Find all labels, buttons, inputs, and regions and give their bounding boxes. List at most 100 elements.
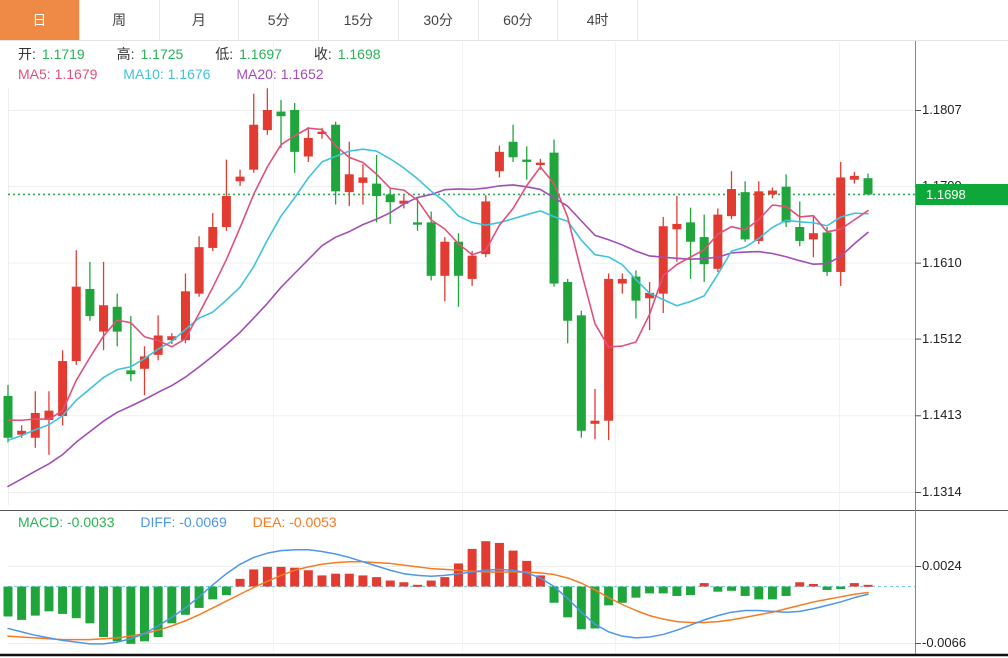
macd-bar <box>535 575 545 587</box>
dea-value: DEA: -0.0053 <box>252 514 337 530</box>
macd-bar <box>208 586 218 600</box>
tab-月[interactable]: 月 <box>159 0 240 40</box>
candle-body <box>535 162 545 166</box>
macd-bar <box>467 548 477 587</box>
macd-bar <box>303 570 313 587</box>
candle-body <box>494 151 504 172</box>
macd-bar <box>699 583 709 587</box>
macd-bar <box>508 550 518 587</box>
macd-bar <box>44 586 54 612</box>
price-tick-label: 1.1314 <box>922 484 962 499</box>
tab-周[interactable]: 周 <box>79 0 160 40</box>
candle-body <box>508 141 518 158</box>
macd-bar <box>99 586 109 638</box>
macd-bar <box>590 586 600 629</box>
candle-body <box>85 288 95 317</box>
price-tick-label: 1.1610 <box>922 254 962 270</box>
candle-body <box>126 370 136 375</box>
candle-body <box>17 430 27 435</box>
candle-body <box>713 214 723 269</box>
candle-body <box>167 336 177 341</box>
candle-body <box>413 222 423 225</box>
macd-bar <box>604 586 614 606</box>
macd-bar <box>413 584 423 587</box>
macd-bar <box>71 586 81 619</box>
open-label: 开: <box>18 46 36 62</box>
candle-body <box>522 159 532 162</box>
macd-bar <box>221 586 231 596</box>
ma-readout: MA5: 1.1679 MA10: 1.1676 MA20: 1.1652 <box>18 66 330 82</box>
candle-body <box>836 177 846 272</box>
candle-body <box>249 124 259 170</box>
macd-bar <box>849 583 859 587</box>
macd-bar <box>549 586 559 603</box>
tab-15分[interactable]: 15分 <box>319 0 399 40</box>
candle-body <box>112 306 122 332</box>
candle-body <box>221 196 231 228</box>
tab-日[interactable]: 日 <box>0 0 80 40</box>
candle-body <box>672 223 682 230</box>
macd-bar <box>249 569 259 587</box>
candle-body <box>235 176 245 182</box>
candle-body <box>604 278 614 421</box>
candle-body <box>576 315 586 431</box>
candle-body <box>358 177 368 183</box>
macd-bar <box>481 541 491 587</box>
macd-bar <box>153 586 163 638</box>
macd-bar <box>112 586 122 642</box>
tab-60分[interactable]: 60分 <box>478 0 559 40</box>
macd-bar <box>331 573 341 587</box>
macd-bar <box>140 586 150 642</box>
macd-bar <box>686 586 696 596</box>
tab-30分[interactable]: 30分 <box>398 0 479 40</box>
candle-body <box>754 191 764 241</box>
candle-body <box>372 183 382 197</box>
candle-body <box>795 227 805 241</box>
tab-5分[interactable]: 5分 <box>239 0 319 40</box>
candle-body <box>426 222 436 276</box>
macd-bar <box>453 563 463 587</box>
candle-body <box>262 110 272 131</box>
close-label: 收: <box>313 46 332 62</box>
macd-bar <box>726 586 736 591</box>
macd-bar <box>795 582 805 587</box>
macd-bar <box>30 586 40 616</box>
tab-4时[interactable]: 4时 <box>558 0 638 40</box>
macd-bar <box>658 586 668 594</box>
candle-body <box>30 412 40 438</box>
macd-bar <box>440 577 450 587</box>
candle-body <box>208 227 218 248</box>
macd-bar <box>836 586 846 590</box>
macd-bar <box>180 586 190 615</box>
high-value: 1.1725 <box>140 46 184 62</box>
candle-body <box>58 361 68 417</box>
candle-body <box>453 241 463 276</box>
macd-bar <box>494 542 504 587</box>
macd-bar <box>235 578 245 587</box>
diff-value: DIFF: -0.0069 <box>140 514 227 530</box>
macd-bar <box>617 586 627 603</box>
macd-bar <box>576 586 586 630</box>
candle-body <box>290 110 300 152</box>
candle-body <box>99 305 109 332</box>
macd-readout: MACD: -0.0033 DIFF: -0.0069 DEA: -0.0053 <box>18 514 343 530</box>
candle-body <box>849 175 859 180</box>
macd-bar <box>713 586 723 592</box>
macd-bar <box>262 566 272 587</box>
candle-body <box>385 194 395 203</box>
macd-bar <box>863 584 873 587</box>
candle-body <box>440 241 450 276</box>
macd-bar <box>344 573 354 587</box>
price-tick-label: 1.1413 <box>922 407 962 423</box>
macd-bar <box>3 586 13 617</box>
candle-body <box>153 335 163 355</box>
macd-bar <box>17 586 27 620</box>
dea-line <box>7 560 869 641</box>
candle-body <box>686 222 696 242</box>
candle-body <box>317 131 327 135</box>
candle-body <box>631 276 641 301</box>
candle-body <box>590 420 600 424</box>
candle-body <box>726 189 736 217</box>
macd-value: MACD: -0.0033 <box>18 514 115 530</box>
